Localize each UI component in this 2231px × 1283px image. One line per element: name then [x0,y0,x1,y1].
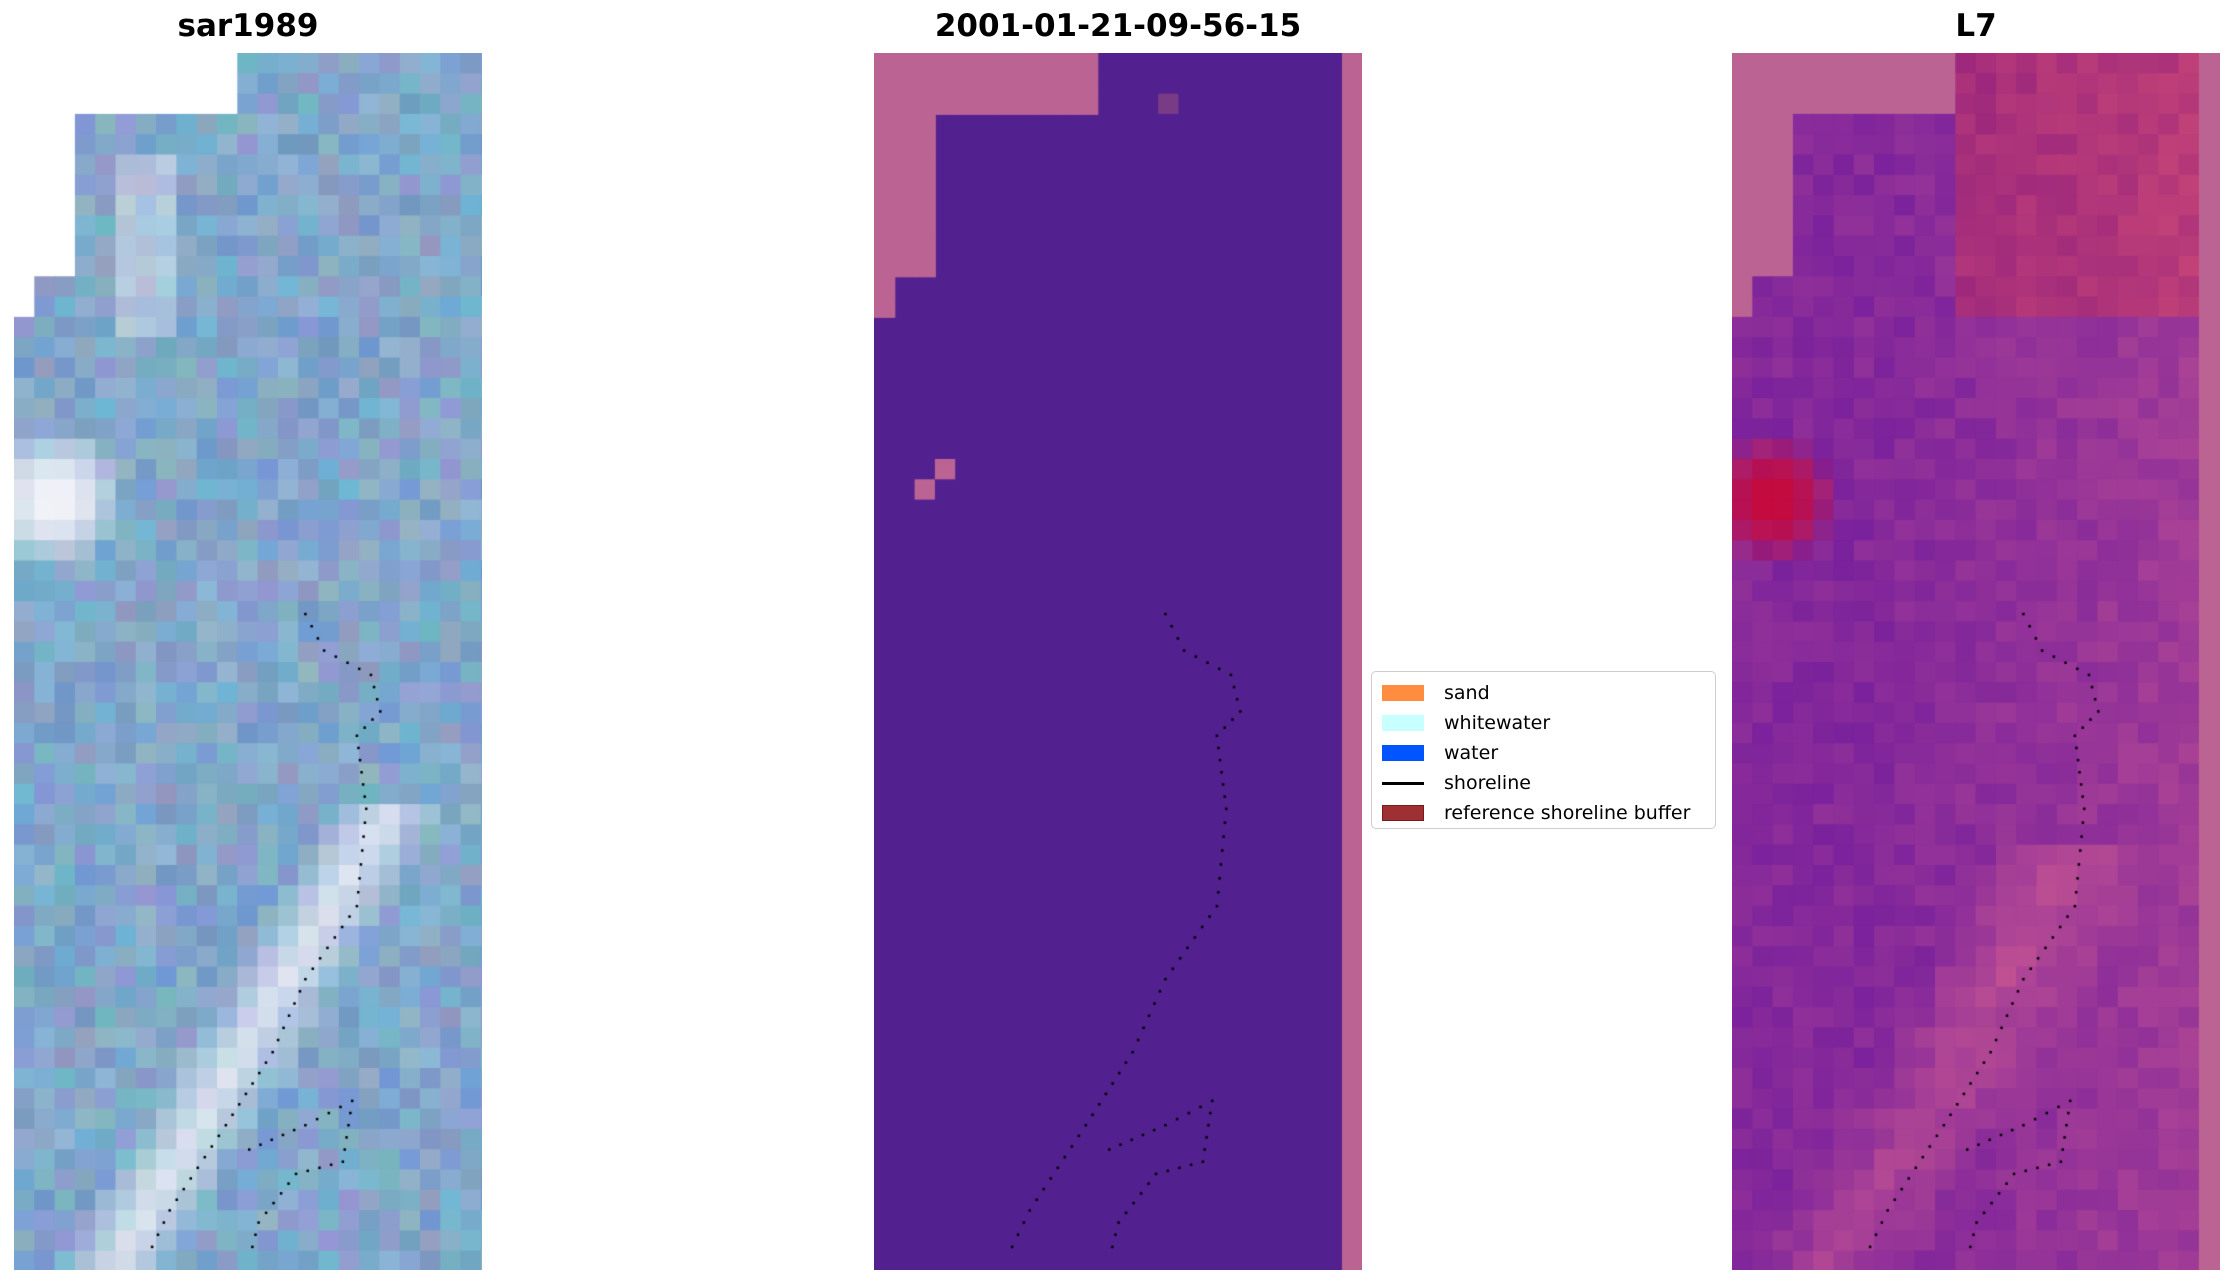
legend-label: reference shoreline buffer [1444,802,1691,824]
buffer-swatch [1382,805,1424,821]
sar-image-panel [14,53,482,1270]
classified-image-panel [874,53,1362,1270]
legend-label: whitewater [1444,712,1551,734]
legend: sand whitewater water shoreline referenc… [1371,671,1716,829]
legend-item-whitewater: whitewater [1382,708,1705,738]
sand-swatch [1382,685,1424,701]
legend-label: water [1444,742,1499,764]
legend-item-buffer: reference shoreline buffer [1382,798,1705,828]
panel-title-2: 2001-01-21-09-56-15 [934,8,1302,44]
legend-label: shoreline [1444,772,1531,794]
legend-item-water: water [1382,738,1705,768]
legend-item-sand: sand [1382,678,1705,708]
legend-label: sand [1444,682,1490,704]
whitewater-swatch [1382,715,1424,731]
water-swatch [1382,745,1424,761]
panel-title-3: L7 [1955,8,1997,44]
index-image-panel [1732,53,2220,1270]
legend-item-shoreline: shoreline [1382,768,1705,798]
panel-title-1: sar1989 [177,8,319,44]
shoreline-line-swatch [1382,781,1424,785]
